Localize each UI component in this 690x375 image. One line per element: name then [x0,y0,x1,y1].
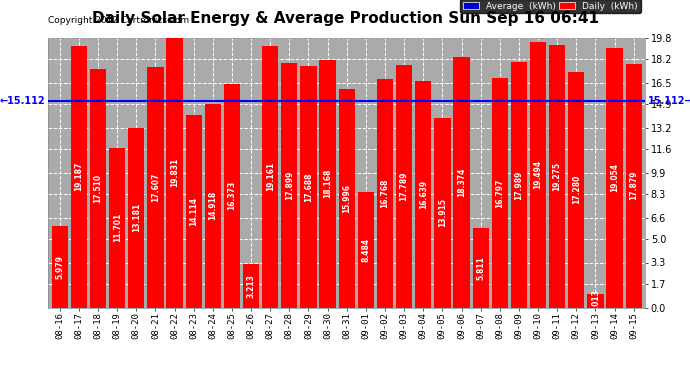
Text: 19.161: 19.161 [266,162,275,191]
Legend: Average  (kWh), Daily  (kWh): Average (kWh), Daily (kWh) [460,0,640,13]
Text: Daily Solar Energy & Average Production Sun Sep 16 06:41: Daily Solar Energy & Average Production … [92,11,598,26]
Text: 17.688: 17.688 [304,172,313,202]
Text: 19.494: 19.494 [533,160,542,189]
Bar [243,264,259,308]
Text: 16.639: 16.639 [419,180,428,209]
Bar [473,228,489,308]
Text: 13.915: 13.915 [438,198,447,227]
Text: 17.510: 17.510 [94,174,103,202]
Bar [147,68,164,308]
Text: 17.280: 17.280 [572,175,581,204]
Text: 5.979: 5.979 [55,255,64,279]
Bar [415,81,431,308]
Bar [453,57,470,308]
Text: 16.797: 16.797 [495,178,504,208]
Text: 19.275: 19.275 [553,162,562,190]
Text: 1.013: 1.013 [591,289,600,312]
Text: 17.989: 17.989 [514,170,524,200]
Text: 3.213: 3.213 [246,274,255,297]
Text: 17.879: 17.879 [629,171,638,200]
Bar [71,46,87,308]
Bar [205,104,221,308]
Bar [492,78,508,308]
Text: 11.701: 11.701 [112,213,121,242]
Bar [300,66,317,308]
Text: 15.112→: 15.112→ [648,96,690,106]
Bar [607,48,622,308]
Text: 5.811: 5.811 [476,256,485,280]
Text: 18.374: 18.374 [457,168,466,197]
Text: 14.918: 14.918 [208,191,217,220]
Bar [511,62,527,308]
Text: 19.831: 19.831 [170,158,179,187]
Bar [568,72,584,308]
Bar [186,115,201,308]
Bar [434,118,451,308]
Bar [377,79,393,308]
Bar [90,69,106,308]
Text: 13.181: 13.181 [132,203,141,232]
Bar [357,192,374,308]
Text: 8.484: 8.484 [362,238,371,262]
Bar [319,60,336,308]
Text: 16.373: 16.373 [228,181,237,210]
Text: 18.168: 18.168 [323,169,332,198]
Text: Copyright 2012 Cartronics.com: Copyright 2012 Cartronics.com [48,16,190,25]
Bar [282,63,297,308]
Text: 16.768: 16.768 [380,178,389,208]
Bar [262,46,278,308]
Bar [587,294,604,308]
Bar [224,84,240,308]
Bar [396,65,412,308]
Bar [626,64,642,308]
Text: 19.187: 19.187 [75,162,83,191]
Text: 17.607: 17.607 [151,173,160,202]
Bar [109,148,126,308]
Text: ←15.112: ←15.112 [0,96,46,106]
Text: 15.996: 15.996 [342,184,351,213]
Bar [166,37,183,308]
Text: 17.899: 17.899 [285,171,294,200]
Bar [530,42,546,308]
Bar [52,226,68,308]
Bar [339,89,355,308]
Text: 14.114: 14.114 [189,197,198,226]
Bar [549,45,565,308]
Text: 19.054: 19.054 [610,163,619,192]
Bar [128,128,144,308]
Text: 17.789: 17.789 [400,171,408,201]
